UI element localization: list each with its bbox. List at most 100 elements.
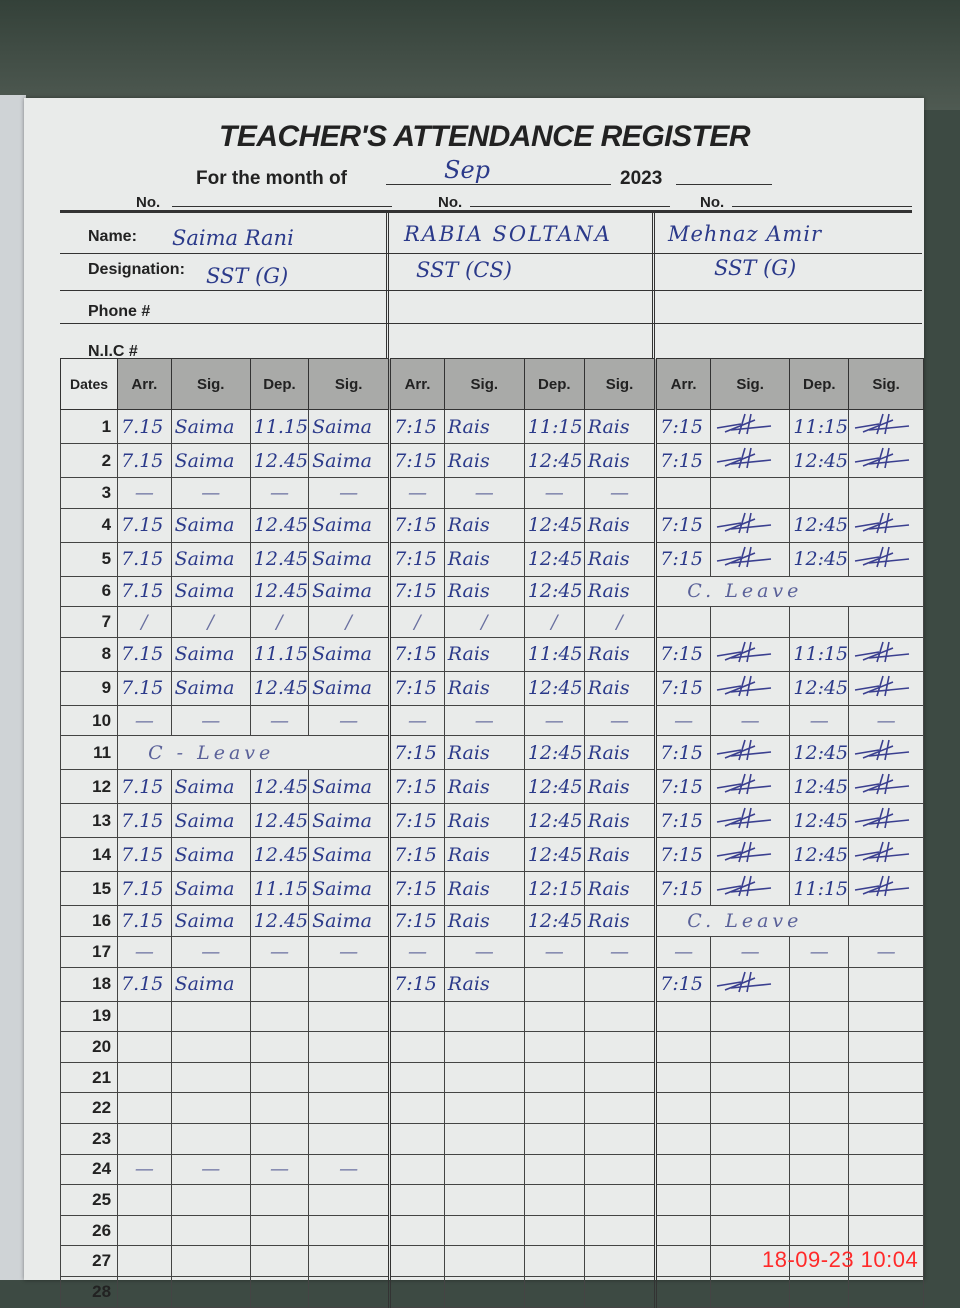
signature-cell: Saima xyxy=(308,409,392,444)
departure-cell xyxy=(789,606,850,638)
arrival-cell: 7:15 xyxy=(655,670,711,706)
arrival-cell xyxy=(389,1184,445,1216)
signature-cell: Rais xyxy=(583,443,658,478)
signature-cell xyxy=(709,1122,791,1155)
table-row: 22 xyxy=(59,1092,924,1124)
date-cell: 19 xyxy=(59,1000,119,1033)
departure-cell xyxy=(789,1153,850,1186)
header-sig-t3: Sig. xyxy=(848,358,924,410)
arrival-cell xyxy=(655,1245,711,1277)
phone-label: Phone # xyxy=(88,303,151,320)
departure-cell: 12:45 xyxy=(523,837,585,873)
departure-cell: 11:15 xyxy=(789,636,850,672)
departure-cell xyxy=(789,1061,850,1094)
signature-cell: Rais xyxy=(443,575,525,608)
arrival-cell xyxy=(389,1092,445,1124)
arrival-cell xyxy=(117,1092,172,1124)
signature-cell: Rais xyxy=(443,735,525,771)
signature-scribble-mark xyxy=(716,512,771,533)
signature-cell: — xyxy=(848,704,924,737)
signature-cell: — xyxy=(170,1153,251,1186)
signature-cell xyxy=(170,1092,251,1124)
signature-cell xyxy=(308,1184,392,1216)
arrival-cell: — xyxy=(389,477,445,509)
arrival-cell: 7.15 xyxy=(117,905,172,937)
signature-cell: — xyxy=(709,935,791,968)
table-row: 18 7.15 Saima 7:15 Rais 7:15 xyxy=(59,966,924,1002)
signature-scribble xyxy=(709,443,791,478)
signature-cell xyxy=(170,1122,251,1155)
arrival-cell xyxy=(389,1122,445,1155)
arrival-cell: 7:15 xyxy=(655,541,711,577)
table-row: 1 7.15 Saima 11.15 Saima 7:15 Rais 11:15 Rais 7:1… xyxy=(59,409,924,444)
header-dep-t2: Dep. xyxy=(523,358,585,410)
table-row: 16 7.15 Saima 12.45 Saima 7:15 Rais 12:45 Rais C.… xyxy=(59,905,924,937)
departure-cell: 11.15 xyxy=(249,409,310,444)
signature-cell: Rais xyxy=(583,636,658,672)
signature-cell xyxy=(443,1275,525,1308)
signature-scribble-mark xyxy=(716,413,771,435)
signature-scribble-mark xyxy=(716,447,771,469)
signature-cell: Saima xyxy=(170,507,251,543)
signature-cell: Rais xyxy=(443,837,525,873)
arrival-cell: 7:15 xyxy=(389,769,445,805)
date-cell: 3 xyxy=(59,477,119,509)
leave-cell: C. Leave xyxy=(655,575,924,608)
teacher-1-designation: SST (G) xyxy=(206,264,289,288)
departure-cell: 12:45 xyxy=(789,769,850,805)
header-sig-t2: Sig. xyxy=(443,358,525,410)
table-header-row: Dates Arr. Sig. Dep. Sig. Arr. Sig. Dep. Sig. Arr… xyxy=(59,358,924,410)
signature-cell: Rais xyxy=(583,409,658,444)
top-rule xyxy=(60,210,912,213)
table-row: 24— — — — xyxy=(59,1153,924,1186)
signature-cell: Saima xyxy=(308,507,392,543)
arrival-cell: — xyxy=(117,477,172,509)
header-dep-t3: Dep. xyxy=(789,358,850,410)
arrival-cell xyxy=(117,1000,172,1033)
arrival-cell: 7:15 xyxy=(655,769,711,805)
signature-cell: Rais xyxy=(443,905,525,937)
signature-scribble-mark xyxy=(855,413,910,435)
signature-scribble xyxy=(709,769,791,805)
departure-cell: 11:15 xyxy=(789,409,850,444)
arrival-cell: — xyxy=(389,935,445,968)
signature-cell xyxy=(443,1245,525,1277)
departure-cell: 12:45 xyxy=(789,735,850,771)
table-row: 5 7.15 Saima 12.45 Saima 7:15 Rais 12:45 Rais 7:1… xyxy=(59,541,924,577)
departure-cell xyxy=(789,966,850,1002)
departure-cell xyxy=(523,1000,585,1033)
arrival-cell xyxy=(117,1214,172,1247)
signature-cell xyxy=(709,1061,791,1094)
departure-cell: 12:45 xyxy=(523,507,585,543)
arrival-cell: 7:15 xyxy=(655,636,711,672)
signature-cell xyxy=(709,477,791,509)
departure-cell: 12.45 xyxy=(249,905,310,937)
departure-cell xyxy=(523,1122,585,1155)
arrival-cell xyxy=(389,1214,445,1247)
signature-cell xyxy=(170,1031,251,1063)
signature-scribble-mark xyxy=(716,876,771,897)
table-row: 17— — — — — — — — — — — — xyxy=(59,935,924,968)
departure-cell: / xyxy=(523,606,585,638)
departure-cell xyxy=(249,1092,310,1124)
arrival-cell: 7.15 xyxy=(117,541,172,577)
signature-scribble-mark xyxy=(855,546,910,567)
date-cell: 23 xyxy=(59,1122,119,1155)
signature-cell xyxy=(308,1214,392,1247)
arrival-cell: 7:15 xyxy=(655,966,711,1002)
signature-cell: Rais xyxy=(443,670,525,706)
signature-cell: Saima xyxy=(308,803,392,839)
table-row: 9 7.15 Saima 12.45 Saima 7:15 Rais 12:45 Rais 7:1… xyxy=(59,670,924,706)
signature-cell: / xyxy=(170,606,251,638)
departure-cell xyxy=(789,1214,850,1247)
signature-cell: — xyxy=(170,935,251,968)
departure-cell xyxy=(789,1275,850,1308)
arrival-cell xyxy=(655,1275,711,1308)
leave-cell: C - Leave xyxy=(117,735,392,771)
departure-cell: 12:45 xyxy=(523,735,585,771)
signature-cell: Saima xyxy=(308,769,392,805)
arrival-cell: 7:15 xyxy=(655,837,711,873)
arrival-cell xyxy=(389,1000,445,1033)
signature-cell xyxy=(848,1092,924,1124)
departure-cell: 12.45 xyxy=(249,803,310,839)
